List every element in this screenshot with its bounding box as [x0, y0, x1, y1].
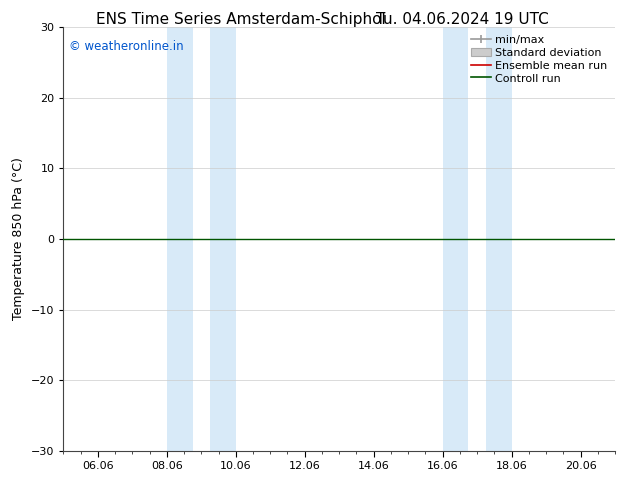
- Text: Tu. 04.06.2024 19 UTC: Tu. 04.06.2024 19 UTC: [377, 12, 549, 27]
- Bar: [210, 27, 236, 451]
- Text: ENS Time Series Amsterdam-Schiphol: ENS Time Series Amsterdam-Schiphol: [96, 12, 386, 27]
- Legend: min/max, Standard deviation, Ensemble mean run, Controll run: min/max, Standard deviation, Ensemble me…: [469, 32, 609, 86]
- Y-axis label: Temperature 850 hPa (°C): Temperature 850 hPa (°C): [12, 157, 25, 320]
- Bar: [486, 27, 512, 451]
- Text: © weatheronline.in: © weatheronline.in: [69, 40, 183, 52]
- Bar: [167, 27, 193, 451]
- Bar: [443, 27, 469, 451]
